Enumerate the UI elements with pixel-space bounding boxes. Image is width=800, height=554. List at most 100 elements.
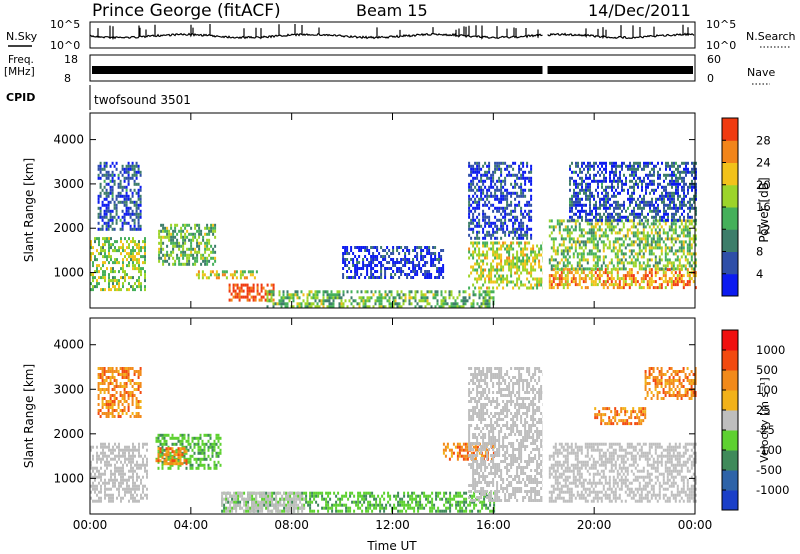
power-cell [108, 282, 110, 286]
power-cell [518, 233, 521, 237]
velocity-cell [123, 400, 126, 403]
power-cell [669, 164, 671, 168]
power-cell [256, 289, 259, 293]
power-cell [574, 243, 577, 247]
power-cell [142, 240, 144, 244]
power-cell [522, 250, 525, 254]
power-cell [625, 176, 627, 180]
velocity-cell [213, 466, 216, 470]
velocity-cell [118, 484, 120, 488]
power-cell [440, 273, 443, 276]
power-cell [601, 185, 603, 189]
power-cell [650, 277, 653, 281]
power-cell [144, 249, 146, 253]
power-cell [344, 258, 347, 261]
power-cell [593, 167, 595, 171]
power-cell [462, 302, 465, 306]
power-cell [686, 252, 689, 256]
power-cell [490, 280, 493, 284]
power-cell [679, 164, 681, 168]
power-cell [472, 170, 475, 174]
velocity-cell [207, 445, 210, 449]
power-cell [200, 232, 203, 236]
power-cell [174, 223, 177, 227]
power-cell [374, 302, 377, 306]
power-cell [642, 261, 645, 265]
power-cell [458, 290, 461, 294]
power-cell [554, 274, 557, 278]
power-cell [296, 305, 299, 309]
power-cell [596, 268, 599, 272]
power-cell [512, 247, 515, 251]
power-cell [266, 305, 269, 309]
power-cell [570, 231, 573, 235]
power-cell [610, 277, 613, 281]
power-cell [548, 234, 551, 238]
power-cell [607, 218, 609, 222]
power-cell [118, 285, 120, 289]
velocity-cell [146, 472, 148, 476]
power-cell [366, 305, 369, 309]
power-cell [474, 167, 477, 171]
velocity-cell [126, 478, 128, 482]
power-cell [131, 191, 134, 195]
power-cell [524, 233, 527, 237]
power-cell [593, 215, 595, 219]
power-cell [506, 259, 509, 263]
power-cell [494, 215, 497, 219]
velocity-cell [211, 445, 214, 449]
power-cell [512, 236, 515, 240]
power-cell [675, 209, 677, 213]
power-cell [238, 298, 241, 302]
power-cell [594, 225, 597, 229]
power-cell [125, 185, 128, 189]
power-cell [376, 276, 379, 279]
power-cell [548, 261, 551, 265]
power-cell [619, 206, 621, 210]
power-cell [112, 243, 114, 247]
power-cell [388, 267, 391, 270]
power-cell [131, 200, 134, 204]
power-cell [572, 252, 575, 256]
power-cell [110, 267, 112, 271]
velocity-cell [187, 433, 190, 437]
power-cell [108, 273, 110, 277]
power-cell [208, 238, 211, 242]
power-cell [568, 231, 571, 235]
velocity-cell [175, 462, 178, 466]
velocity-cell [90, 460, 92, 464]
power-cell [673, 161, 675, 165]
power-cell [176, 241, 179, 245]
velocity-cell [101, 376, 104, 379]
power-cell [621, 209, 623, 213]
velocity-cell [130, 454, 132, 458]
power-cell [208, 232, 211, 236]
velocity-cell [105, 412, 108, 415]
power-cell [414, 270, 417, 273]
power-cell [404, 258, 407, 261]
velocity-cell [99, 373, 102, 376]
freq-gap [542, 60, 548, 80]
velocity-cell [115, 382, 118, 385]
power-cell [144, 243, 146, 247]
velocity-cell [119, 385, 122, 388]
velocity-cell [213, 442, 216, 446]
power-cell [140, 285, 142, 289]
power-cell [671, 200, 673, 204]
power-cell [135, 215, 138, 219]
power-cell [609, 179, 611, 183]
power-cell [496, 280, 499, 284]
power-cell [160, 247, 163, 251]
power-cell [478, 185, 481, 189]
velocity-cell [109, 406, 112, 409]
velocity-cell [121, 367, 124, 370]
power-cell [657, 197, 659, 201]
power-cell [510, 173, 513, 177]
power-cell [434, 293, 437, 297]
velocity-cell [107, 376, 110, 379]
velocity-cell [112, 451, 114, 455]
power-cell [166, 244, 169, 248]
power-cell [113, 203, 116, 207]
power-cell [615, 203, 617, 207]
power-cell [348, 252, 351, 255]
